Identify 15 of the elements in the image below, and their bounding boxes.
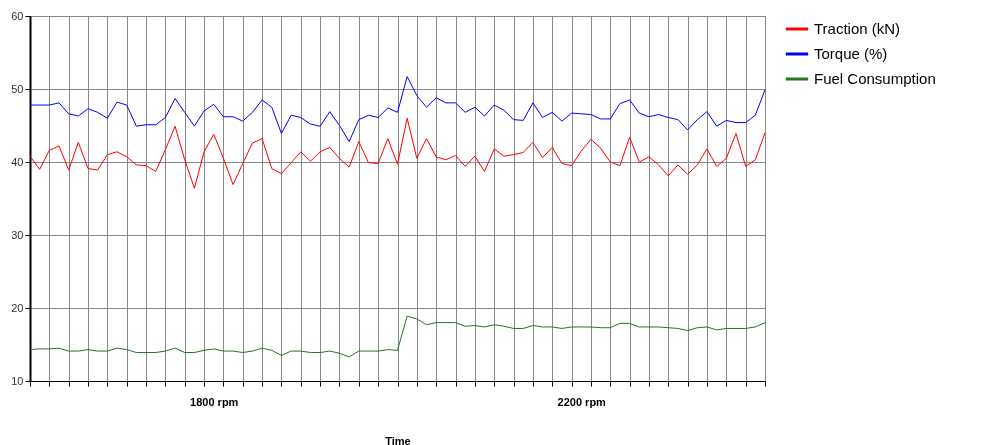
legend-label: Torque (%): [814, 45, 888, 62]
legend-label: Traction (kN): [814, 20, 901, 37]
line-series: [29, 117, 766, 189]
legend-label: Fuel Consumption: [814, 70, 936, 87]
y-tick-label: 20: [11, 301, 24, 314]
y-tick-label: 40: [11, 155, 24, 168]
y-tick-label: 50: [11, 82, 24, 95]
y-tick-label: 60: [11, 9, 24, 22]
x-tick-label: 1800 rpm: [190, 395, 239, 408]
line-series: [29, 76, 766, 143]
y-tick-label: 10: [11, 374, 24, 387]
x-tick-label: 2200 rpm: [557, 395, 607, 408]
x-axis-title: Time: [385, 434, 411, 445]
line-series: [29, 315, 766, 358]
y-tick-label: 30: [11, 228, 24, 241]
